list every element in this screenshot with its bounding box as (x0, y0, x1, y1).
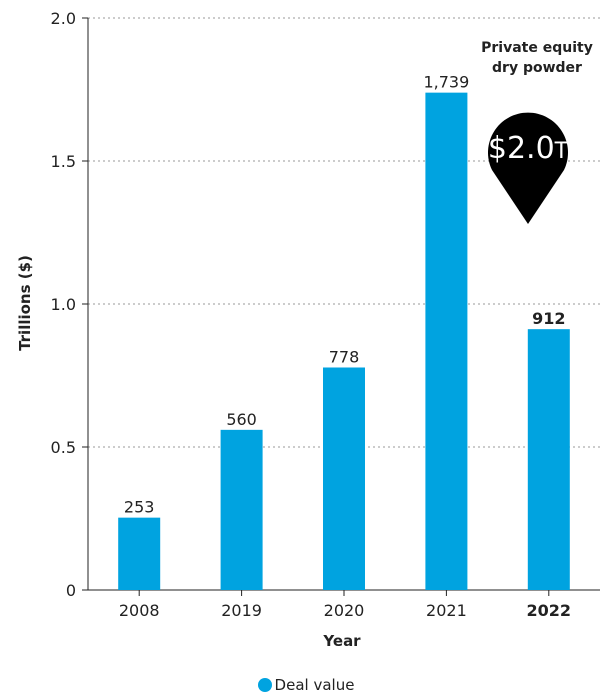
callout-value: $2.0T (488, 131, 569, 166)
legend-swatch (257, 678, 272, 692)
y-tick-label: 2.0 (51, 9, 76, 28)
x-tick-label: 2022 (527, 601, 572, 620)
bar (220, 429, 263, 590)
callout-pin: $2.0T (488, 112, 569, 224)
y-tick-label: 0.5 (51, 438, 76, 457)
bar (118, 517, 161, 590)
bars (118, 92, 570, 590)
callout-title: Private equity dry powder (462, 38, 612, 78)
legend: Deal value (0, 676, 612, 694)
x-tick-label: 2008 (119, 601, 160, 620)
callout-title-line-2: dry powder (492, 60, 582, 76)
x-axis-title: Year (322, 632, 361, 650)
y-tick-label: 0 (66, 581, 76, 600)
data-label: 912 (532, 309, 565, 328)
legend-label: Deal value (274, 676, 355, 694)
bar (425, 92, 468, 590)
x-tick-label: 2020 (324, 601, 365, 620)
callout-title-line-1: Private equity (481, 40, 593, 56)
y-axis-title: Trillions ($) (16, 255, 34, 351)
x-tick-label: 2019 (221, 601, 262, 620)
x-axis-ticks: 2008 2019 2020 2021 2022 (119, 590, 571, 620)
y-tick-label: 1.5 (51, 152, 76, 171)
data-labels: 253 560 778 1,739 912 (124, 73, 566, 517)
y-axis-ticks: 0 0.5 1.0 1.5 2.0 (51, 9, 88, 600)
y-tick-label: 1.0 (51, 295, 76, 314)
data-label: 1,739 (423, 73, 469, 92)
data-label: 560 (226, 410, 257, 429)
data-label: 778 (329, 347, 360, 366)
bar (527, 329, 570, 590)
callout-value-number: $2.0 (488, 131, 555, 166)
callout-value-unit: T (554, 139, 569, 164)
bar (323, 367, 365, 590)
callout-pin-shape (488, 112, 568, 224)
data-label: 253 (124, 498, 155, 517)
x-tick-label: 2021 (426, 601, 467, 620)
